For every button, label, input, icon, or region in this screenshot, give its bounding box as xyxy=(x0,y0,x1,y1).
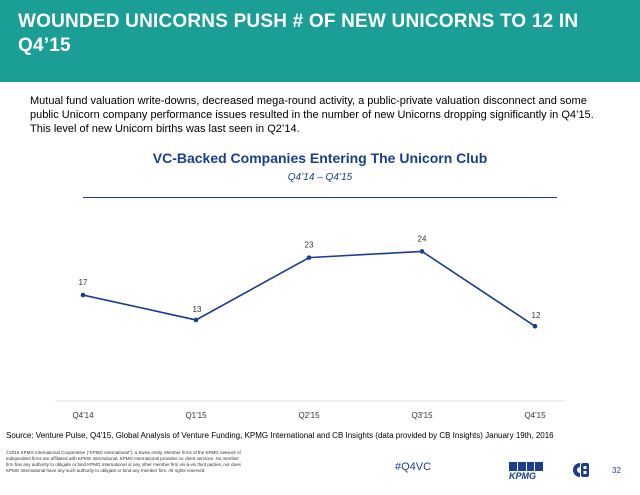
kpmg-logo: KPMG xyxy=(509,462,543,482)
data-point xyxy=(80,292,86,298)
kpmg-logo-text: KPMG xyxy=(509,471,536,481)
data-point xyxy=(193,317,199,323)
chart-title: VC-Backed Companies Entering The Unicorn… xyxy=(152,150,488,166)
chart-title-rule xyxy=(83,197,557,198)
x-tick-label: Q3'15 xyxy=(411,411,433,420)
intro-paragraph: Mutual fund valuation write-downs, decre… xyxy=(30,95,594,135)
hashtag: #Q4VC xyxy=(395,461,432,473)
page-title: WOUNDED UNICORNS PUSH # OF NEW UNICORNS … xyxy=(18,11,579,56)
data-point xyxy=(532,323,538,329)
data-label: 17 xyxy=(79,278,88,287)
data-point xyxy=(306,255,312,260)
line-chart: Q4'14 Q1'15 Q2'15 Q3'15 Q4'15 17 13 23 24 12 xyxy=(55,234,565,420)
x-tick-label: Q4'15 xyxy=(524,411,546,420)
x-tick-label: Q1'15 xyxy=(185,411,207,420)
data-label: 12 xyxy=(532,311,541,320)
series-line xyxy=(82,250,536,327)
data-point xyxy=(419,249,425,254)
data-label: 13 xyxy=(193,305,202,314)
page-number: 32 xyxy=(612,466,621,475)
chart-subtitle: Q4’14 – Q4’15 xyxy=(287,172,353,183)
header-banner: WOUNDED UNICORNS PUSH # OF NEW UNICORNS … xyxy=(0,0,640,82)
source-note: Source: Venture Pulse, Q4'15, Global Ana… xyxy=(6,431,554,440)
x-tick-label: Q2'15 xyxy=(298,411,320,420)
cb-insights-logo xyxy=(573,463,589,477)
x-tick-label: Q4'14 xyxy=(72,411,94,420)
legal-disclaimer: ©2016 KPMG International Cooperative ("K… xyxy=(6,450,241,473)
data-label: 24 xyxy=(418,234,427,243)
data-label: 23 xyxy=(305,241,314,250)
